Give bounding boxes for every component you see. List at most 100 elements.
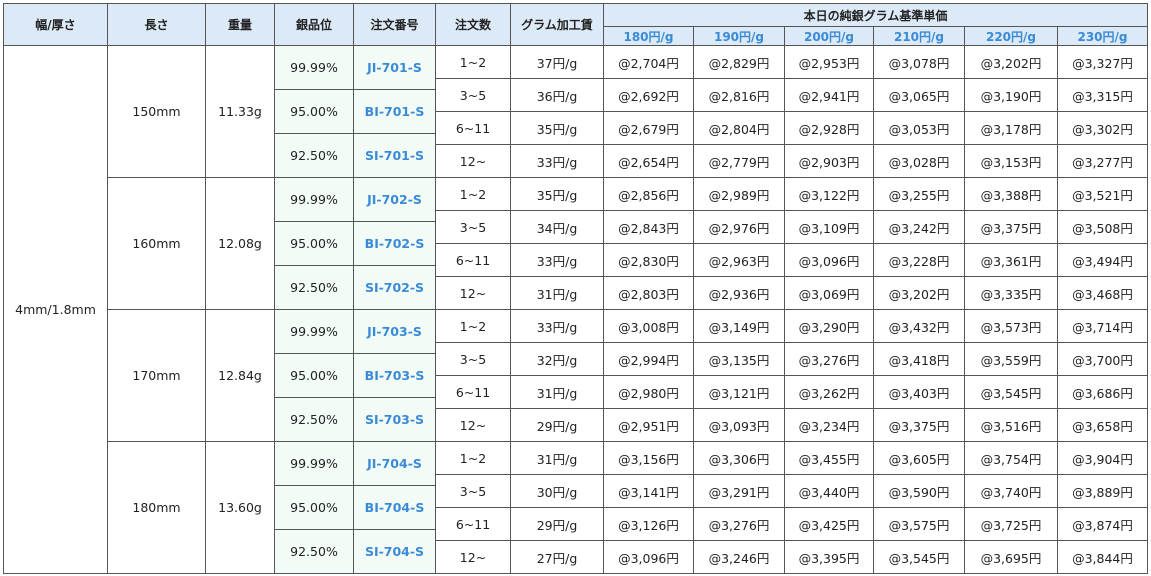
weight-cell: 12.84g [205,309,275,442]
price-cell: @2,654円 [603,144,694,178]
price-cell: @3,276円 [784,342,874,376]
quantity-cell: 6~11 [435,375,511,409]
column-header: 長さ [107,3,206,46]
price-cell: @3,135円 [693,342,785,376]
price-cell: @2,843円 [603,210,694,244]
quantity-cell: 6~11 [435,243,511,277]
quantity-cell: 1~2 [435,177,511,211]
price-cell: @3,695円 [964,540,1058,574]
quantity-cell: 3~5 [435,342,511,376]
price-cell: @3,545円 [964,375,1058,409]
price-cell: @3,844円 [1057,540,1148,574]
fee-cell: 29円/g [510,507,604,541]
price-cell: @3,388円 [964,177,1058,211]
order-number: SI-702-S [353,265,436,310]
price-cell: @3,403円 [873,375,965,409]
length-cell: 150mm [107,45,206,178]
price-cell: @3,242円 [873,210,965,244]
price-cell: @3,700円 [1057,342,1148,376]
price-cell: @3,432円 [873,309,965,343]
price-column-header: 220円/g [964,26,1058,46]
price-cell: @3,149円 [693,309,785,343]
price-cell: @3,290円 [784,309,874,343]
purity-cell: 92.50% [274,529,354,574]
length-cell: 160mm [107,177,206,310]
price-cell: @3,156円 [603,441,694,475]
price-cell: @3,277円 [1057,144,1148,178]
price-cell: @3,590円 [873,474,965,508]
order-number: JI-702-S [353,177,436,222]
price-cell: @3,255円 [873,177,965,211]
fee-cell: 33円/g [510,243,604,277]
price-cell: @3,069円 [784,276,874,310]
purity-cell: 99.99% [274,177,354,222]
price-cell: @2,816円 [693,78,785,112]
price-cell: @3,078円 [873,45,965,79]
price-cell: @2,903円 [784,144,874,178]
price-cell: @3,455円 [784,441,874,475]
price-cell: @3,335円 [964,276,1058,310]
price-column-header: 210円/g [873,26,965,46]
column-header: 銀品位 [274,3,354,46]
order-number: BI-704-S [353,485,436,530]
price-cell: @3,754円 [964,441,1058,475]
price-cell: @3,425円 [784,507,874,541]
fee-cell: 31円/g [510,276,604,310]
quantity-cell: 12~ [435,408,511,442]
price-cell: @3,418円 [873,342,965,376]
price-cell: @3,190円 [964,78,1058,112]
price-column-header: 190円/g [693,26,785,46]
fee-cell: 37円/g [510,45,604,79]
price-cell: @3,740円 [964,474,1058,508]
column-header: 幅/厚さ [3,3,108,46]
order-number: JI-701-S [353,45,436,90]
fee-cell: 36円/g [510,78,604,112]
order-number: SI-704-S [353,529,436,574]
length-cell: 180mm [107,441,206,574]
quantity-cell: 3~5 [435,210,511,244]
price-cell: @3,725円 [964,507,1058,541]
price-cell: @2,804円 [693,111,785,145]
price-cell: @3,575円 [873,507,965,541]
column-header: グラム加工賃 [510,3,604,46]
weight-cell: 12.08g [205,177,275,310]
price-cell: @3,053円 [873,111,965,145]
price-cell: @3,302円 [1057,111,1148,145]
price-cell: @3,516円 [964,408,1058,442]
fee-cell: 30円/g [510,474,604,508]
fee-cell: 33円/g [510,309,604,343]
column-header: 注文番号 [353,3,436,46]
price-cell: @3,276円 [693,507,785,541]
price-cell: @3,093円 [693,408,785,442]
width-cell: 4mm/1.8mm [3,45,108,574]
price-cell: @2,803円 [603,276,694,310]
price-column-header: 230円/g [1057,26,1148,46]
price-cell: @3,658円 [1057,408,1148,442]
fee-cell: 27円/g [510,540,604,574]
price-cell: @3,096円 [784,243,874,277]
price-cell: @2,928円 [784,111,874,145]
quantity-cell: 3~5 [435,474,511,508]
quantity-cell: 1~2 [435,45,511,79]
price-cell: @2,679円 [603,111,694,145]
price-cell: @2,976円 [693,210,785,244]
price-cell: @3,375円 [964,210,1058,244]
price-cell: @2,941円 [784,78,874,112]
purity-cell: 99.99% [274,309,354,354]
purity-cell: 99.99% [274,45,354,90]
price-cell: @3,904円 [1057,441,1148,475]
fee-cell: 29円/g [510,408,604,442]
price-cell: @2,994円 [603,342,694,376]
price-cell: @3,202円 [873,276,965,310]
length-cell: 170mm [107,309,206,442]
price-cell: @3,714円 [1057,309,1148,343]
quantity-cell: 1~2 [435,309,511,343]
purity-cell: 95.00% [274,485,354,530]
order-number: JI-703-S [353,309,436,354]
price-cell: @3,327円 [1057,45,1148,79]
price-cell: @3,122円 [784,177,874,211]
fee-cell: 31円/g [510,375,604,409]
order-number: JI-704-S [353,441,436,486]
price-cell: @3,521円 [1057,177,1148,211]
order-number: BI-701-S [353,89,436,134]
